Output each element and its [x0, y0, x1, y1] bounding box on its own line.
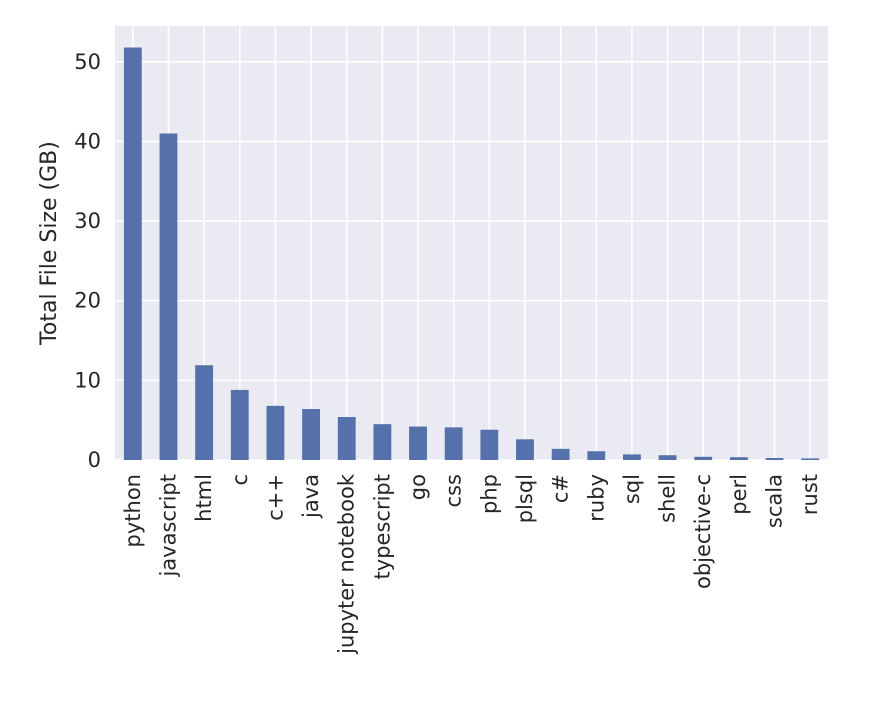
y-tick-label: 30	[74, 209, 101, 233]
bar-typescript	[373, 424, 392, 460]
bar-php	[480, 429, 499, 460]
x-tick-label: plsql	[513, 474, 537, 523]
bar-jupyter-notebook	[337, 416, 356, 460]
x-tick-label: java	[299, 474, 323, 519]
x-tick-label: javascript	[156, 474, 180, 578]
bar-objective-c	[694, 456, 713, 460]
bar-html	[195, 365, 214, 460]
x-tick-label: rust	[798, 474, 822, 515]
bar-c-	[266, 405, 285, 460]
y-axis-label: Total File Size (GB)	[37, 141, 62, 346]
y-tick-label: 50	[74, 50, 101, 74]
x-tick-label: python	[121, 474, 145, 547]
y-tick-label: 40	[74, 129, 101, 153]
x-tick-label: c++	[263, 474, 287, 521]
bar-c-	[551, 448, 570, 460]
bar-perl	[729, 457, 748, 460]
y-tick-label: 20	[74, 289, 101, 313]
x-tick-label: go	[406, 474, 430, 500]
bar-rust	[801, 458, 820, 460]
x-tick-label: html	[192, 474, 216, 522]
bar-go	[409, 426, 427, 460]
x-tick-label: c	[228, 474, 252, 486]
x-tick-label: ruby	[584, 474, 608, 522]
x-tick-label: php	[477, 474, 501, 514]
y-tick-label: 10	[74, 368, 101, 392]
bars	[123, 47, 820, 461]
bar-plsql	[516, 439, 534, 460]
bar-css	[444, 427, 463, 460]
bar-c	[230, 389, 249, 460]
x-axis-ticks: python javascript html c c++ java jupyter note…	[121, 473, 822, 655]
bar-scala	[765, 458, 784, 460]
bar-python	[123, 47, 142, 460]
x-tick-label: scala	[763, 474, 787, 528]
x-tick-label: jupyter notebook	[335, 473, 359, 655]
plot-area	[115, 26, 828, 460]
bar-javascript	[159, 133, 178, 461]
x-tick-label: objective-c	[691, 474, 715, 589]
bar-shell	[658, 455, 677, 460]
grid-lines	[115, 26, 828, 461]
bar-sql	[623, 454, 641, 460]
bar-ruby	[587, 451, 606, 460]
x-tick-label: css	[442, 474, 466, 507]
x-tick-label: typescript	[370, 474, 394, 579]
x-tick-label: shell	[656, 474, 680, 523]
y-axis-ticks: 0 10 20 30 40 50	[74, 50, 101, 472]
x-tick-label: c#	[549, 474, 573, 503]
x-tick-label: sql	[620, 474, 644, 504]
y-tick-label: 0	[88, 448, 101, 472]
bar-java	[302, 409, 320, 460]
x-tick-label: perl	[727, 474, 751, 515]
